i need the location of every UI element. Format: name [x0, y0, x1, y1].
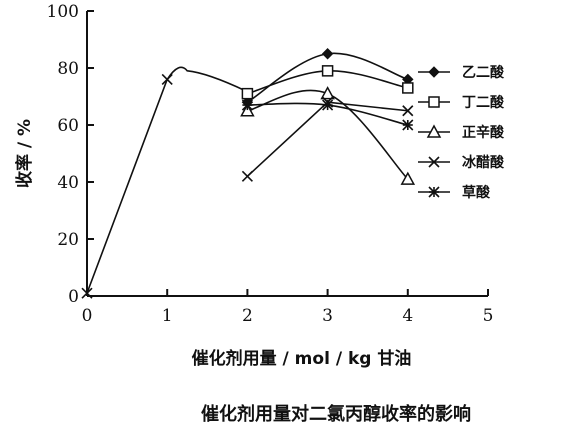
legend-marker	[428, 186, 440, 198]
x-tick-label: 2	[242, 306, 253, 326]
data-point-series-3	[81, 287, 93, 299]
y-tick-label: 40	[57, 173, 79, 193]
legend-label: 草酸	[462, 184, 491, 201]
data-point-series-2	[240, 103, 255, 117]
x-tick-label: 4	[402, 306, 413, 326]
data-point-series-2	[320, 86, 335, 100]
series-line-bingcusuan	[246, 101, 408, 177]
y-tick-label: 100	[47, 2, 79, 22]
x-tick-label: 0	[82, 306, 93, 326]
data-point-series-1	[402, 82, 414, 94]
data-point-series-3	[402, 105, 414, 117]
x-tick-label: 5	[483, 306, 494, 326]
figure-caption: 催化剂用量对二氯丙醇收率的影响	[201, 403, 471, 425]
x-axis-title: 催化剂用量 / mol / kg 甘油	[192, 348, 412, 369]
legend-label: 正辛酸	[462, 124, 505, 141]
data-point-series-4	[322, 99, 334, 111]
x-tick-label: 1	[162, 306, 173, 326]
legend-label: 冰醋酸	[462, 154, 505, 171]
legend-marker	[428, 66, 440, 78]
x-tick-label: 3	[322, 306, 333, 326]
data-point-series-1	[241, 87, 254, 100]
legend-marker	[426, 124, 442, 138]
y-tick-label: 0	[68, 287, 79, 307]
series-line-bingcusuan-curve	[86, 66, 246, 294]
y-tick-label: 20	[57, 230, 79, 250]
data-point-series-3	[241, 170, 253, 182]
data-point-series-1	[321, 65, 334, 77]
y-tick-label: 80	[57, 59, 79, 79]
legend-label: 乙二酸	[462, 64, 505, 81]
legend-marker	[428, 96, 440, 108]
data-point-series-4	[402, 119, 414, 131]
y-axis-title: 收率 / %	[14, 119, 35, 188]
data-point-series-3	[161, 73, 173, 85]
legend-marker	[428, 156, 440, 168]
legend-label: 丁二酸	[462, 94, 505, 111]
data-point-series-2	[400, 171, 416, 185]
data-point-series-0	[321, 48, 334, 60]
data-point-series-4	[241, 99, 253, 111]
y-tick-label: 60	[57, 116, 79, 136]
